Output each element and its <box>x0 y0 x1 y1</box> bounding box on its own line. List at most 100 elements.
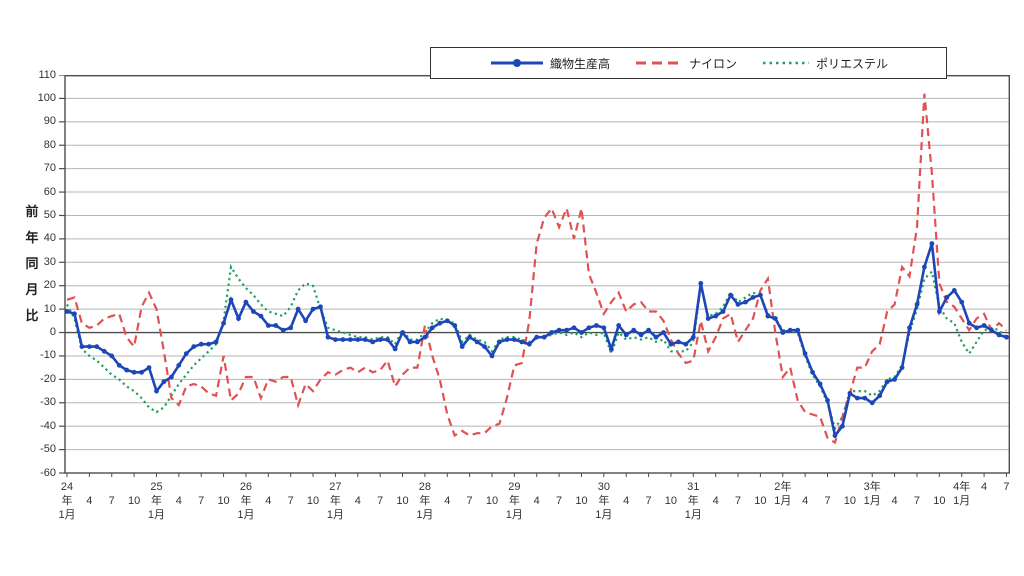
x-tick-label: 4 <box>265 495 272 507</box>
plot-border <box>64 75 1010 474</box>
data-point-orimono <box>519 339 525 345</box>
data-point-orimono <box>586 325 592 331</box>
data-point-orimono <box>772 316 778 321</box>
x-tick-label: 10 <box>306 495 320 507</box>
x-tick-label: 4 <box>891 495 898 507</box>
data-point-orimono <box>429 325 435 331</box>
data-point-orimono <box>273 323 279 328</box>
x-tick-label: 年 <box>598 495 610 507</box>
y-tick-label: -50 <box>40 443 56 456</box>
x-tick-label: 30 <box>597 481 610 493</box>
data-point-orimono <box>817 381 823 387</box>
data-point-orimono <box>750 295 756 300</box>
x-tick-label: 7 <box>645 495 652 507</box>
x-tick-label: 年 <box>508 495 520 507</box>
data-point-orimono <box>698 281 704 286</box>
x-tick-label: 10 <box>217 495 230 507</box>
data-point-orimono <box>676 339 681 345</box>
x-tick-label: 3年 <box>863 481 881 493</box>
x-tick-label: 7 <box>556 495 563 507</box>
data-point-orimono <box>400 330 405 335</box>
data-point-orimono <box>944 295 950 300</box>
data-point-orimono <box>996 332 1002 338</box>
x-tick-label: 10 <box>575 495 588 507</box>
y-tick-label: 70 <box>43 162 56 175</box>
x-tick-label: 10 <box>754 495 767 507</box>
x-tick-label: 10 <box>843 495 856 507</box>
data-point-orimono <box>206 341 212 347</box>
plot-area <box>59 75 1010 477</box>
x-tick-label: 7 <box>1003 481 1010 493</box>
data-point-orimono <box>705 316 711 321</box>
data-point-orimono <box>832 433 838 438</box>
x-tick-label: 4 <box>981 481 988 493</box>
data-point-orimono <box>109 353 115 359</box>
x-tick-label: 26 <box>239 481 253 493</box>
data-point-orimono <box>631 327 637 333</box>
y-tick-label: 80 <box>43 138 56 151</box>
x-tick-label: 1月 <box>684 509 702 521</box>
data-point-orimono <box>79 344 85 349</box>
data-point-orimono <box>191 344 197 349</box>
data-point-orimono <box>124 367 129 373</box>
data-point-orimono <box>288 325 294 331</box>
data-point-orimono <box>743 299 748 305</box>
data-point-orimono <box>981 323 987 328</box>
legend-label-nylon: ナイロン <box>688 56 737 71</box>
data-point-orimono <box>534 334 540 340</box>
y-tick-label: 30 <box>43 255 56 268</box>
x-tick-label: 24 <box>60 481 74 493</box>
data-point-orimono <box>243 299 249 305</box>
y-axis-title-char: 月 <box>25 282 39 297</box>
data-point-orimono <box>377 337 383 342</box>
y-tick-label: 110 <box>38 68 56 81</box>
data-point-orimono <box>661 330 666 335</box>
data-point-orimono <box>467 334 472 340</box>
data-point-orimono <box>512 337 517 342</box>
data-point-orimono <box>444 318 450 324</box>
y-tick-label: -20 <box>40 372 56 385</box>
data-point-orimono <box>176 362 182 368</box>
data-point-orimono <box>795 327 801 333</box>
data-point-orimono <box>594 323 599 328</box>
data-point-orimono <box>787 327 793 333</box>
y-axis-title: 前年同月比 <box>24 199 40 329</box>
data-point-orimono <box>452 323 458 328</box>
data-point-orimono <box>101 348 107 354</box>
y-tick-label: 50 <box>43 208 56 221</box>
y-tick-label: 100 <box>37 91 56 104</box>
data-point-orimono <box>265 323 271 328</box>
y-tick-label: 20 <box>43 279 56 292</box>
data-point-orimono <box>392 346 398 352</box>
y-axis-title-char: 前 <box>25 204 39 219</box>
x-tick-label: 年 <box>329 495 341 507</box>
x-tick-label: 1月 <box>953 495 971 507</box>
data-point-orimono <box>497 339 502 345</box>
data-point-orimono <box>198 341 204 347</box>
data-point-orimono <box>549 330 554 335</box>
data-point-orimono <box>974 325 979 331</box>
legend: 織物生産高 ナイロン ポリエステル <box>430 47 947 79</box>
legend-label-polyester: ポリエステル <box>815 56 888 71</box>
x-tick-label: 1月 <box>147 509 166 521</box>
data-point-orimono <box>228 297 234 303</box>
data-point-orimono <box>892 377 897 382</box>
x-tick-label: 1月 <box>58 509 76 521</box>
data-point-orimono <box>735 302 741 307</box>
data-point-orimono <box>213 339 219 345</box>
data-point-orimono <box>884 379 890 385</box>
data-point-orimono <box>474 339 480 345</box>
data-point-orimono <box>623 332 629 338</box>
x-tick-label: 10 <box>664 495 678 507</box>
data-point-orimono <box>362 337 368 342</box>
x-tick-label: 7 <box>913 495 921 507</box>
x-tick-label: 7 <box>734 495 742 507</box>
data-point-orimono <box>810 369 815 375</box>
x-tick-label: 10 <box>485 495 499 507</box>
data-point-orimono <box>385 337 390 342</box>
data-point-orimono <box>847 391 853 396</box>
data-point-orimono <box>146 365 152 370</box>
data-point-orimono <box>959 299 965 305</box>
data-point-orimono <box>415 339 420 345</box>
